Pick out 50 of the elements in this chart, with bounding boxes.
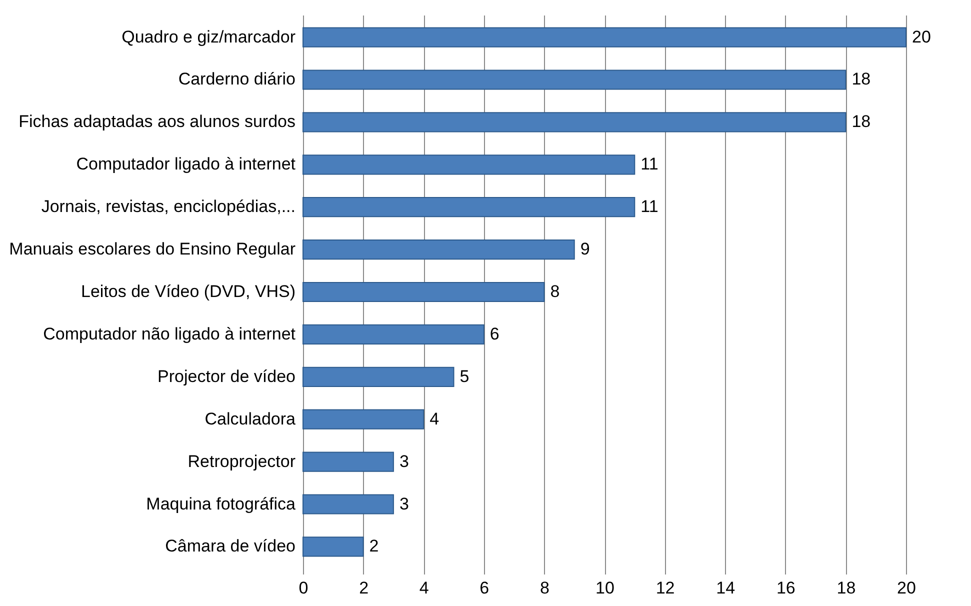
y-tick-label: Maquina fotográfica	[146, 494, 296, 514]
y-tick-label: Câmara de vídeo	[165, 536, 296, 556]
y-tick-label: Calculadora	[204, 409, 296, 428]
x-tick-label: 4	[419, 578, 429, 598]
x-tick-label: 12	[656, 578, 675, 598]
y-tick-label: Fichas adaptadas aos alunos surdos	[18, 112, 296, 132]
data-label: 11	[640, 154, 658, 174]
y-tick-label: Leitos de Vídeo (DVD, VHS)	[81, 282, 296, 301]
x-tick-label: 0	[298, 578, 308, 598]
y-tick-label: Quadro e giz/marcador	[122, 27, 296, 46]
y-tick-label: Jornais, revistas, enciclopédias,...	[41, 197, 296, 216]
bar	[302, 239, 575, 260]
bar	[302, 282, 545, 302]
data-label: 5	[460, 366, 470, 386]
data-label: 18	[852, 70, 871, 89]
bar	[302, 154, 636, 175]
data-label: 11	[640, 197, 658, 216]
data-label: 2	[369, 536, 379, 556]
x-tick-label: 6	[480, 578, 490, 598]
x-tick-label: 14	[716, 578, 736, 598]
bar	[302, 452, 394, 472]
y-tick-label: Computador não ligado à internet	[43, 324, 296, 344]
x-tick-label: 18	[836, 578, 856, 598]
bar	[302, 536, 364, 557]
x-tick-label: 16	[776, 578, 796, 598]
bar	[302, 324, 484, 345]
data-label: 18	[852, 112, 871, 132]
data-label: 3	[399, 494, 409, 514]
y-tick-label: Retroprojector	[188, 452, 296, 471]
bar	[302, 366, 454, 387]
x-tick-label: 2	[359, 578, 369, 598]
data-label: 4	[430, 409, 440, 428]
bar	[302, 494, 394, 514]
y-tick-label: Computador ligado à internet	[76, 154, 296, 174]
y-tick-label: Manuais escolares do Ensino Regular	[9, 240, 296, 259]
bar	[302, 409, 424, 430]
bar	[302, 27, 906, 48]
data-label: 6	[490, 324, 500, 344]
data-label: 3	[399, 452, 409, 471]
data-label: 20	[912, 27, 931, 46]
y-tick-label: Carderno diário	[178, 70, 296, 89]
data-label: 8	[550, 282, 560, 301]
y-tick-label: Projector de vídeo	[158, 366, 296, 386]
x-tick-label: 10	[596, 578, 614, 598]
x-tick-label: 8	[540, 578, 550, 598]
bar	[302, 112, 846, 132]
x-tick-label: 20	[897, 578, 916, 598]
bar	[302, 197, 636, 218]
data-label: 9	[580, 240, 590, 259]
bar	[302, 70, 846, 90]
